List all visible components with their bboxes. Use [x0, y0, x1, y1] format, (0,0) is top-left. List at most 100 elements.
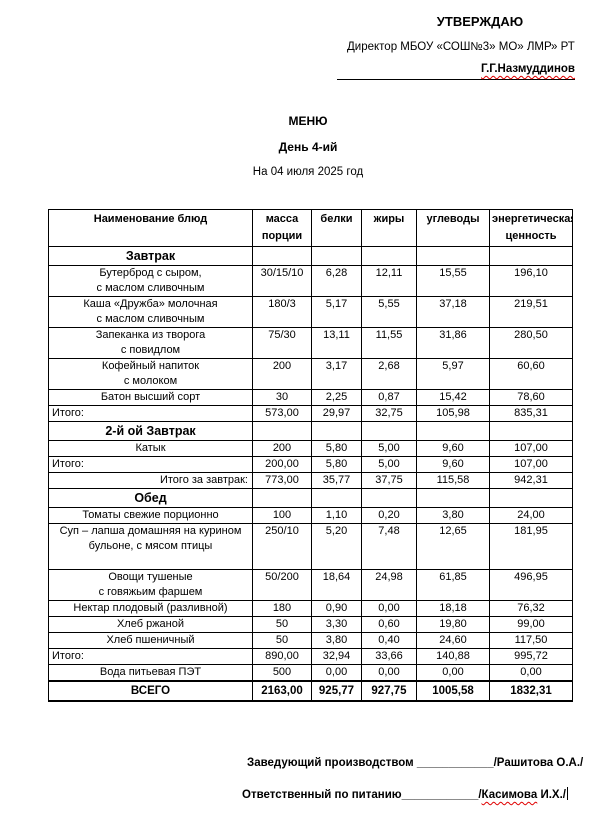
fat-cell: 37,75 [361, 472, 417, 489]
carbs-cell: 31,86 [416, 327, 490, 359]
fat-cell: 11,55 [361, 327, 417, 359]
footer-line2-suffix: И.Х./ [537, 789, 566, 801]
energy-cell: 76,32 [489, 600, 573, 617]
mass-cell: 180/3 [252, 296, 312, 328]
protein-cell: 1,10 [311, 507, 362, 524]
protein-cell: 13,11 [311, 327, 362, 359]
energy-cell: 107,00 [489, 440, 573, 457]
carbs-cell: 9,60 [416, 440, 490, 457]
menu-table-row: Суп – лапша домашняя на курином бульоне,… [48, 523, 573, 570]
menu-table-row: Итого за завтрак: 773,00 35,77 37,75 115,58 9… [48, 472, 573, 489]
protein-cell: 3,80 [311, 632, 362, 649]
fat-cell: 7,48 [361, 523, 417, 570]
mass-cell: 773,00 [252, 472, 312, 489]
fat-cell: 24,98 [361, 569, 417, 601]
mass-cell: 200 [252, 440, 312, 457]
carbs-cell: 12,65 [416, 523, 490, 570]
dish-name-cell: Каша «Дружба» молочная с маслом сливочны… [48, 296, 253, 328]
fat-cell: 5,00 [361, 456, 417, 473]
mass-cell: 573,00 [252, 405, 312, 422]
carbs-cell: 5,97 [416, 358, 490, 390]
menu-table-row: Итого: 890,00 32,94 33,66 140,88 995,72 [48, 648, 573, 665]
dish-name-cell: Томаты свежие порционно [48, 507, 253, 524]
menu-table-row: 2-й ой Завтрак [48, 421, 573, 441]
carbs-cell: 140,88 [416, 648, 490, 665]
energy-cell: 0,00 [489, 664, 573, 682]
energy-cell [489, 488, 573, 508]
menu-table-row: Овощи тушеные с говяжьим фаршем 50/200 18,… [48, 569, 573, 601]
menu-table-row: Каша «Дружба» молочная с маслом сливочны… [48, 296, 573, 328]
dish-name-cell: Итого: [48, 456, 253, 473]
mass-cell: 50 [252, 616, 312, 633]
menu-table-row: Вода питьевая ПЭТ 500 0,00 0,00 0,00 0,00 [48, 664, 573, 682]
fat-cell: 0,87 [361, 389, 417, 406]
menu-table-row: Хлеб ржаной 50 3,30 0,60 19,80 99,00 [48, 616, 573, 633]
col-header-protein: белки [311, 209, 362, 247]
fat-cell [361, 488, 417, 508]
protein-cell [311, 421, 362, 441]
dish-name-cell: Итого за завтрак: [48, 472, 253, 489]
menu-table-row: Катык 200 5,80 5,00 9,60 107,00 [48, 440, 573, 457]
energy-cell: 99,00 [489, 616, 573, 633]
carbs-cell: 105,98 [416, 405, 490, 422]
protein-cell: 29,97 [311, 405, 362, 422]
menu-table-row: Итого: 573,00 29,97 32,75 105,98 835,31 [48, 405, 573, 422]
energy-cell: 107,00 [489, 456, 573, 473]
energy-cell: 496,95 [489, 569, 573, 601]
menu-table-row: ВСЕГО 2163,00 925,77 927,75 1005,58 1832,31 [48, 680, 573, 702]
energy-cell [489, 246, 573, 266]
mass-cell: 250/10 [252, 523, 312, 570]
protein-cell [311, 488, 362, 508]
fat-cell: 5,00 [361, 440, 417, 457]
mass-cell [252, 488, 312, 508]
carbs-cell: 1005,58 [416, 680, 490, 702]
menu-table-row: Итого: 200,00 5,80 5,00 9,60 107,00 [48, 456, 573, 473]
carbs-cell: 61,85 [416, 569, 490, 601]
dish-name-cell: Запеканка из творога с повидлом [48, 327, 253, 359]
energy-cell: 181,95 [489, 523, 573, 570]
menu-table: Наименование блюд масса порции белки жир… [48, 209, 573, 702]
protein-cell: 2,25 [311, 389, 362, 406]
fat-cell: 0,00 [361, 600, 417, 617]
document-date: На 04 июля 2025 год [252, 166, 364, 178]
mass-cell: 180 [252, 600, 312, 617]
fat-cell: 5,55 [361, 296, 417, 328]
dish-name-cell: Итого: [48, 405, 253, 422]
energy-cell [489, 421, 573, 441]
approval-director-line: Директор МБОУ «СОШ№3» МО» ЛМР» РТ [347, 41, 575, 53]
dish-name-cell: Итого: [48, 648, 253, 665]
menu-table-row: Запеканка из творога с повидлом 75/30 13,1… [48, 327, 573, 359]
approval-title: УТВЕРЖДАЮ [436, 14, 524, 29]
fat-cell: 2,68 [361, 358, 417, 390]
fat-cell [361, 421, 417, 441]
fat-cell: 12,11 [361, 265, 417, 297]
energy-cell: 835,31 [489, 405, 573, 422]
dish-name-cell: Хлеб ржаной [48, 616, 253, 633]
energy-cell: 24,00 [489, 507, 573, 524]
signature-line: Г.Г.Назмуддинов [337, 60, 575, 80]
fat-cell: 927,75 [361, 680, 417, 702]
mass-cell: 30 [252, 389, 312, 406]
carbs-cell: 19,80 [416, 616, 490, 633]
protein-cell: 3,17 [311, 358, 362, 390]
dish-name-cell: ВСЕГО [48, 680, 253, 702]
footer-production-manager: Заведующий производством ____________/Ра… [247, 757, 584, 769]
energy-cell: 280,50 [489, 327, 573, 359]
dish-name-cell: Обед [48, 488, 253, 508]
energy-cell: 196,10 [489, 265, 573, 297]
fat-cell: 32,75 [361, 405, 417, 422]
mass-cell: 200,00 [252, 456, 312, 473]
dish-name-cell: Вода питьевая ПЭТ [48, 664, 253, 682]
document-day: День 4-ий [278, 140, 338, 154]
carbs-cell: 115,58 [416, 472, 490, 489]
mass-cell: 30/15/10 [252, 265, 312, 297]
mass-cell: 500 [252, 664, 312, 682]
mass-cell [252, 421, 312, 441]
mass-cell [252, 246, 312, 266]
mass-cell: 75/30 [252, 327, 312, 359]
menu-table-row: Кофейный напиток с молоком 200 3,17 2,68 5,9… [48, 358, 573, 390]
energy-cell: 117,50 [489, 632, 573, 649]
energy-cell: 219,51 [489, 296, 573, 328]
document-title: МЕНЮ [288, 114, 328, 128]
